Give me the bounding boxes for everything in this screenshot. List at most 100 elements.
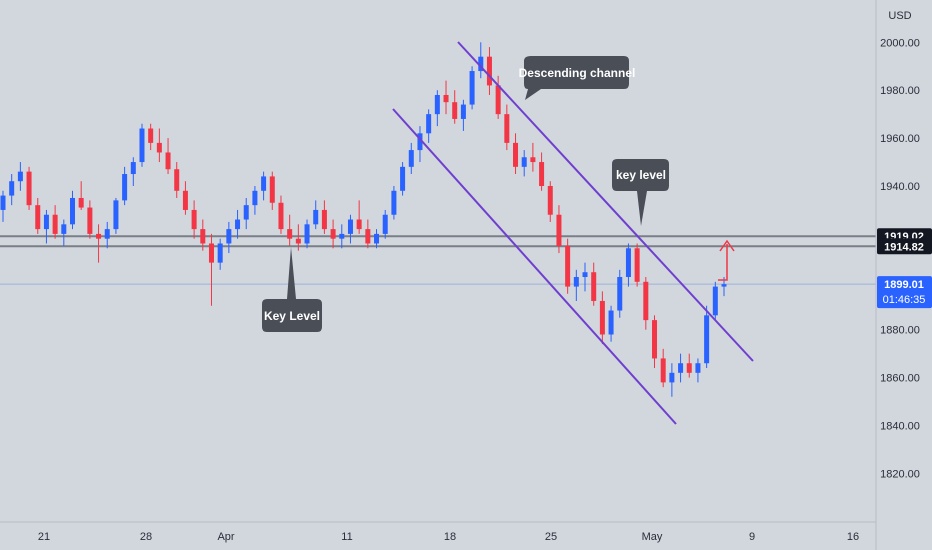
price-tag: 1914.82	[877, 238, 932, 255]
price-tag-value: 1914.82	[884, 241, 924, 253]
currency-label: USD	[888, 10, 911, 22]
callout-bubble	[612, 159, 669, 226]
candle	[625, 243, 631, 287]
drawings	[392, 41, 754, 425]
candle-body	[591, 272, 597, 301]
time-tick-label: 25	[545, 531, 557, 543]
candle	[486, 47, 492, 95]
candle-body	[400, 166, 406, 191]
candle	[278, 195, 284, 234]
candle-body	[78, 197, 84, 208]
candle	[443, 80, 449, 115]
candle	[269, 171, 275, 210]
candle-body	[374, 233, 380, 244]
candle-body	[608, 310, 614, 335]
candle-body	[235, 219, 241, 230]
candle-body	[469, 71, 475, 105]
candle	[252, 186, 258, 215]
callout-key-level-top[interactable]: key level	[612, 159, 669, 226]
candle-body	[139, 128, 145, 163]
candle-body	[617, 277, 623, 311]
candle	[565, 238, 571, 294]
candle-body	[652, 320, 658, 359]
candle-body	[9, 181, 15, 196]
candle-body	[330, 229, 336, 239]
candle-body	[478, 56, 484, 72]
candle-body	[130, 162, 136, 175]
candle-body	[643, 281, 649, 321]
callout-bubble	[262, 247, 322, 332]
candle	[139, 123, 145, 167]
candle	[652, 315, 658, 369]
candle-body	[191, 209, 197, 230]
breakout-arrow-head	[719, 239, 735, 252]
candle	[174, 162, 180, 198]
candle	[321, 200, 327, 234]
candle-body	[365, 229, 371, 244]
time-tick-label: May	[642, 531, 663, 543]
candle-body	[547, 186, 553, 215]
candle	[313, 200, 319, 230]
candle-body	[96, 233, 102, 239]
candle	[330, 219, 336, 249]
candle-body	[208, 243, 214, 263]
candle	[434, 90, 440, 127]
candle-body	[565, 245, 571, 287]
candle-body	[452, 102, 458, 119]
candle	[226, 221, 232, 254]
candle-body	[695, 363, 701, 373]
price-tick-label: 1840.00	[880, 421, 920, 433]
candle	[52, 205, 58, 239]
candle	[9, 174, 15, 206]
candle	[365, 219, 371, 249]
candle-body	[261, 176, 267, 191]
candle-body	[69, 197, 75, 225]
candle-body	[391, 190, 397, 215]
time-tick-label: 18	[444, 531, 456, 543]
callout-key-level-bottom[interactable]: Key Level	[262, 247, 322, 332]
candle	[704, 305, 710, 369]
candle	[408, 142, 414, 175]
candle-body	[61, 224, 67, 234]
candle-body	[104, 229, 110, 239]
time-tick-label: 28	[140, 531, 152, 543]
price-axis[interactable]: 2000.00 1980.00 1960.00 1940.00 1880.00 1860.…	[880, 37, 920, 480]
candle	[608, 305, 614, 342]
candle	[87, 200, 93, 239]
candle	[426, 109, 432, 143]
candle	[634, 243, 640, 287]
candle	[678, 353, 684, 383]
candle	[69, 190, 75, 230]
callout-text: Key Level	[264, 309, 320, 323]
candle	[417, 126, 423, 163]
candle-body	[460, 104, 466, 119]
channel-lower-line[interactable]	[392, 108, 677, 425]
candle	[382, 209, 388, 239]
candle	[617, 269, 623, 318]
candle-body	[513, 142, 519, 167]
candle-body	[313, 209, 319, 225]
candle-body	[122, 174, 128, 201]
time-axis[interactable]: 21 28 Apr 11 18 25 May 9 16	[38, 531, 859, 543]
candle	[573, 269, 579, 301]
candle	[165, 138, 171, 175]
candle-body	[686, 363, 692, 373]
candle	[287, 214, 293, 246]
time-tick-label: 21	[38, 531, 50, 543]
candle	[356, 200, 362, 234]
callout-descending-channel[interactable]: Descending channel	[519, 56, 636, 100]
candle	[686, 353, 692, 378]
time-tick-label: 16	[847, 531, 859, 543]
candle	[547, 181, 553, 222]
price-tick-label: 1860.00	[880, 373, 920, 385]
candle	[513, 133, 519, 175]
channel-upper-line[interactable]	[457, 41, 754, 362]
price-tick-label: 1960.00	[880, 133, 920, 145]
candle	[156, 128, 162, 163]
candle	[43, 209, 49, 244]
candle	[148, 123, 154, 151]
candle	[669, 363, 675, 397]
